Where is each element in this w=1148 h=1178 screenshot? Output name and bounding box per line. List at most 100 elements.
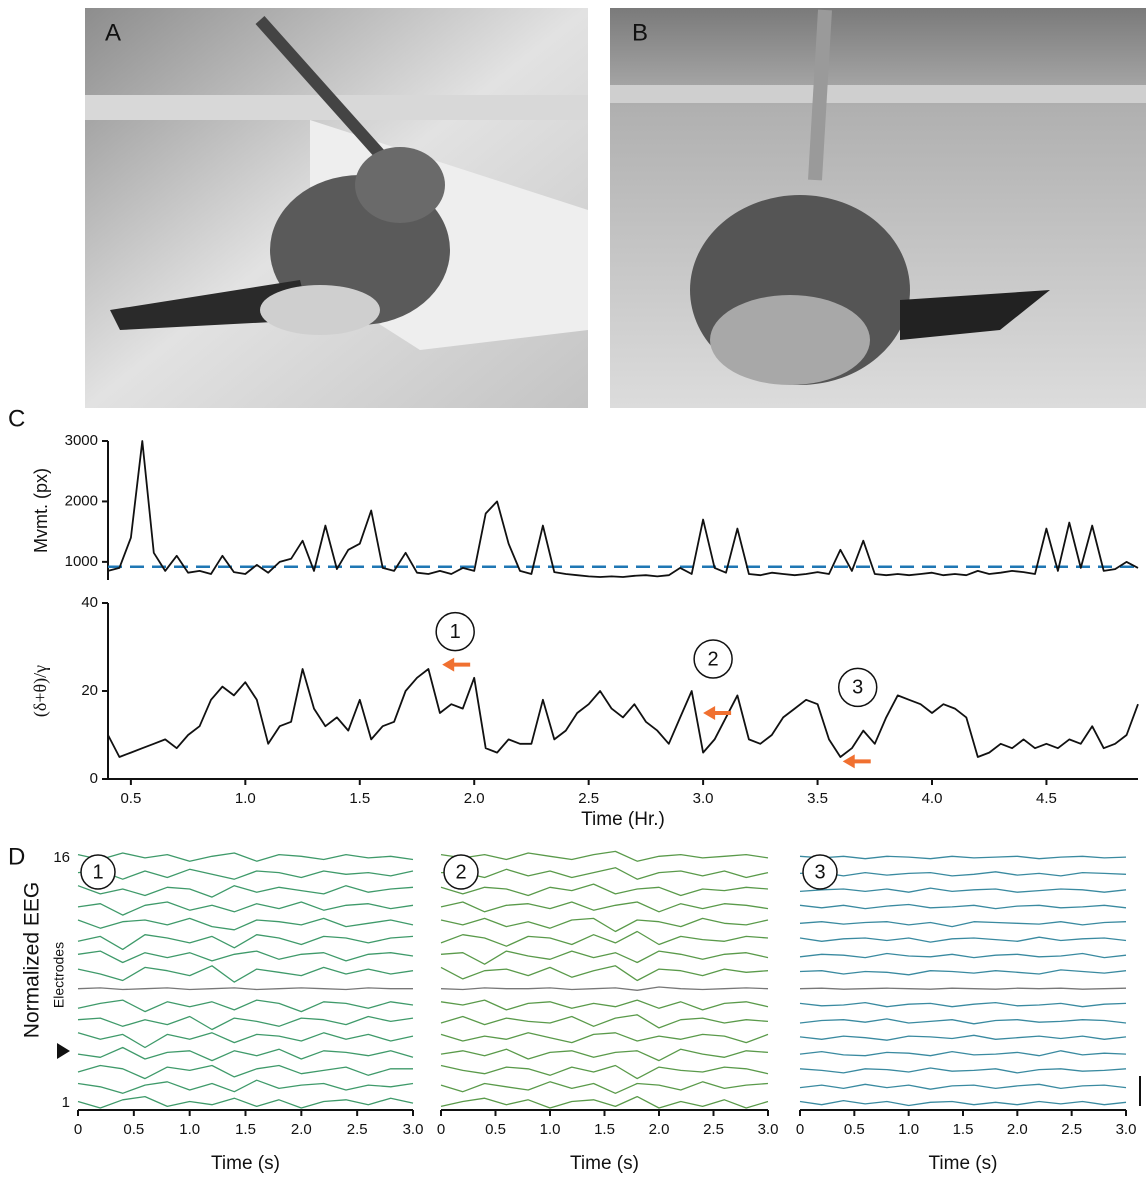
- line: [440, 950, 769, 965]
- y-tick-label: 0: [90, 770, 98, 787]
- line: [440, 999, 769, 1011]
- photo-a: A: [85, 8, 588, 408]
- line: [77, 987, 413, 991]
- y-tick-label: 3000: [65, 432, 98, 449]
- line: [799, 887, 1127, 893]
- line: [440, 1095, 769, 1109]
- line: [799, 1034, 1127, 1041]
- line: [77, 1095, 414, 1109]
- x-tick-label: 0: [74, 1121, 82, 1138]
- panel-number: 1: [92, 861, 103, 883]
- line: [799, 969, 1127, 976]
- annotation-circle: [435, 611, 475, 652]
- x-tick-label: 1.0: [235, 790, 256, 807]
- line: [77, 1064, 413, 1080]
- line: [440, 1014, 769, 1029]
- panel-label: D: [8, 843, 25, 870]
- x-tick-label: 1.5: [953, 1121, 974, 1138]
- line: [77, 1015, 414, 1031]
- line: [799, 1050, 1127, 1057]
- x-tick-label: 2.0: [1007, 1121, 1028, 1138]
- line: [77, 1079, 414, 1094]
- line: [77, 868, 414, 880]
- x-tick-label: 1.5: [594, 1121, 615, 1138]
- y-tick-label: 40: [81, 594, 98, 611]
- x-tick-label: 2.5: [1061, 1121, 1082, 1138]
- x-axis-label: Time (s): [929, 1153, 998, 1174]
- line: [799, 871, 1127, 877]
- line: [77, 934, 414, 951]
- line: [799, 952, 1127, 959]
- y-axis-label: Mvmt. (px): [31, 468, 51, 553]
- line: [440, 965, 769, 982]
- y-tick-label: 16: [53, 849, 70, 866]
- panel-number-circle: [80, 854, 116, 890]
- line: [441, 867, 769, 880]
- line: [77, 999, 414, 1013]
- line: [799, 936, 1127, 943]
- line: [799, 1001, 1127, 1008]
- x-tick-label: 3.0: [693, 790, 714, 807]
- line: [440, 930, 769, 947]
- x-tick-label: 0: [796, 1121, 804, 1138]
- line: [799, 855, 1127, 860]
- line: [440, 917, 769, 933]
- annotation-arrowhead: [442, 657, 455, 672]
- y-tick-label: 1000: [65, 553, 98, 570]
- line: [77, 1046, 414, 1062]
- annotation-arrowhead: [842, 754, 855, 769]
- y-tick-label: 2000: [65, 492, 98, 509]
- line: [440, 883, 769, 897]
- annotation-label: 1: [450, 621, 461, 643]
- x-tick-label: 3.5: [807, 790, 828, 807]
- x-tick-label: 2.0: [291, 1121, 312, 1138]
- annotation-label: 2: [708, 648, 719, 670]
- x-tick-label: 0.5: [844, 1121, 865, 1138]
- line: [77, 917, 414, 931]
- y-axis-label: (δ+θ)/γ: [30, 665, 51, 717]
- x-tick-label: 4.5: [1036, 790, 1057, 807]
- line: [799, 921, 1127, 928]
- x-tick-label: 1.5: [235, 1121, 256, 1138]
- x-tick-label: 1.5: [349, 790, 370, 807]
- x-tick-label: 1.0: [898, 1121, 919, 1138]
- line: [440, 1081, 769, 1094]
- line: [440, 1064, 769, 1080]
- photo-b: B: [610, 8, 1146, 408]
- panel-number-circle: [802, 854, 838, 890]
- x-tick-label: 2.5: [578, 790, 599, 807]
- panel-label: C: [8, 405, 25, 432]
- panel-label: B: [632, 19, 648, 46]
- line: [440, 901, 769, 913]
- line: [799, 1083, 1127, 1090]
- line: [77, 965, 414, 983]
- line: [799, 1067, 1127, 1074]
- annotation-circle: [693, 639, 733, 679]
- y-axis-label: Normalized EEG: [21, 882, 44, 1038]
- x-tick-label: 3.0: [403, 1121, 424, 1138]
- panel-label: A: [105, 19, 121, 46]
- line: [440, 1048, 769, 1062]
- line: [440, 986, 769, 991]
- x-tick-label: 4.0: [922, 790, 943, 807]
- line: [77, 885, 414, 898]
- x-tick-label: 2.0: [464, 790, 485, 807]
- x-tick-label: 2.0: [649, 1121, 670, 1138]
- x-axis-label: Time (Hr.): [581, 809, 665, 830]
- x-tick-label: 0.5: [485, 1121, 506, 1138]
- line: [107, 440, 1139, 578]
- line: [77, 901, 414, 916]
- line: [77, 852, 414, 862]
- x-tick-label: 0: [437, 1121, 445, 1138]
- annotation-label: 3: [852, 677, 863, 699]
- y-tick-label: 1: [62, 1094, 70, 1111]
- line: [799, 1018, 1127, 1025]
- x-tick-label: 1.0: [179, 1121, 200, 1138]
- x-tick-label: 1.0: [540, 1121, 561, 1138]
- x-axis-label: Time (s): [211, 1153, 280, 1174]
- x-tick-label: 0.5: [120, 790, 141, 807]
- annotation-circle: [837, 667, 878, 708]
- line: [799, 987, 1127, 990]
- y-tick-label: 20: [81, 682, 98, 699]
